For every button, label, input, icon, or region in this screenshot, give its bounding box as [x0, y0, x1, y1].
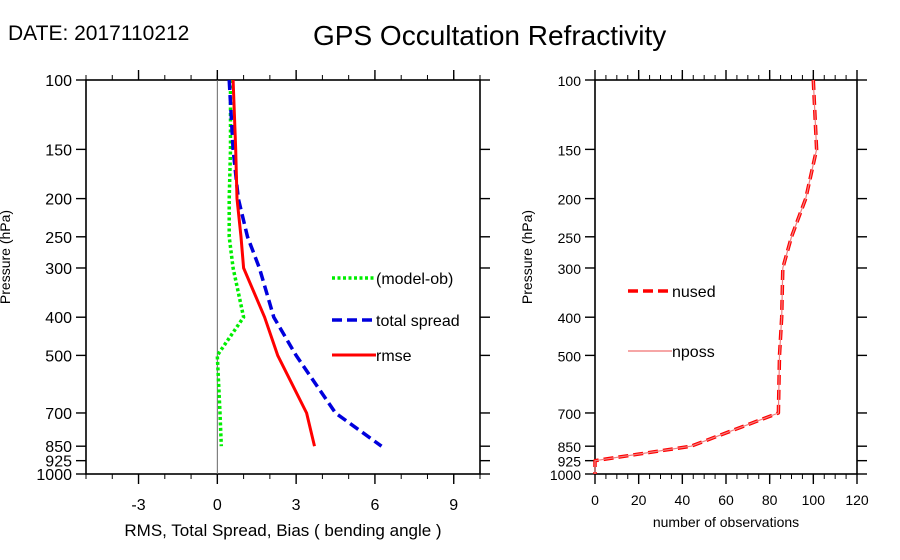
y-tick-label: 300 — [558, 261, 582, 277]
plot-frame — [85, 79, 481, 475]
x-axis-label: RMS, Total Spread, Bias ( bending angle … — [124, 521, 441, 540]
x-tick-label: 20 — [631, 492, 647, 508]
y-tick-label: 200 — [558, 192, 582, 208]
x-tick-label: 40 — [675, 492, 691, 508]
y-tick-label: 1000 — [550, 467, 581, 483]
chart-title: GPS Occultation Refractivity — [313, 20, 667, 51]
y-tick-label: 150 — [558, 142, 582, 158]
legend-label-rmse: rmse — [376, 348, 412, 365]
plot-frame — [594, 79, 858, 475]
y-tick-label: 850 — [558, 439, 582, 455]
y-tick-label: 400 — [45, 310, 72, 327]
y-tick-label: 400 — [558, 310, 582, 326]
y-tick-label: 700 — [558, 406, 582, 422]
y-tick-label: 300 — [45, 261, 72, 278]
x-tick-label: 120 — [845, 492, 869, 508]
x-tick-label: 9 — [449, 497, 458, 514]
date-label: DATE: 2017110212 — [8, 22, 190, 45]
series-line-nposs — [594, 79, 818, 474]
y-axis-label: Pressure (hPa) — [519, 210, 535, 304]
x-tick-label: 3 — [292, 497, 301, 514]
observation-count-plot: 0 20 40 60 80 100 120 100 150 200 250 300 400 500 700 8… — [519, 70, 869, 530]
x-axis-label: number of observations — [653, 514, 799, 530]
y-tick-label: 700 — [45, 406, 72, 423]
y-tick-label: 250 — [45, 230, 72, 247]
series-line-total-spread — [227, 79, 383, 448]
x-tick-label: 6 — [370, 497, 379, 514]
legend-label-nposs: nposs — [672, 344, 715, 361]
x-tick-label: 60 — [718, 492, 734, 508]
y-tick-label: 200 — [45, 192, 72, 209]
legend-label-total-spread: total spread — [376, 313, 460, 330]
legend-label-model-ob: (model-ob) — [376, 271, 453, 288]
y-axis-label: Pressure (hPa) — [0, 210, 13, 304]
y-tick-label: 500 — [558, 348, 582, 364]
y-tick-label: 500 — [45, 348, 72, 365]
y-tick-label: 1000 — [36, 467, 72, 484]
series-line-model-ob — [215, 80, 246, 447]
series-line-rmse — [231, 79, 316, 447]
y-tick-label: 925 — [558, 454, 582, 470]
y-tick-label: 100 — [558, 73, 582, 89]
y-tick-label: 850 — [45, 439, 72, 456]
y-tick-label: 100 — [45, 73, 72, 90]
y-tick-label: 150 — [45, 142, 72, 159]
x-tick-label: 0 — [591, 492, 599, 508]
x-tick-label: 100 — [802, 492, 826, 508]
y-tick-label: 250 — [558, 230, 582, 246]
x-tick-label: 80 — [762, 492, 778, 508]
legend-label-nused: nused — [672, 284, 716, 301]
error-profile-plot: -3 0 3 6 9 100 150 200 250 300 400 500 700 8509251000… — [0, 70, 490, 540]
x-tick-label: -3 — [131, 497, 145, 514]
series-line-nused — [593, 79, 819, 474]
x-tick-label: 0 — [213, 497, 222, 514]
y-tick-label: 925 — [45, 454, 72, 471]
